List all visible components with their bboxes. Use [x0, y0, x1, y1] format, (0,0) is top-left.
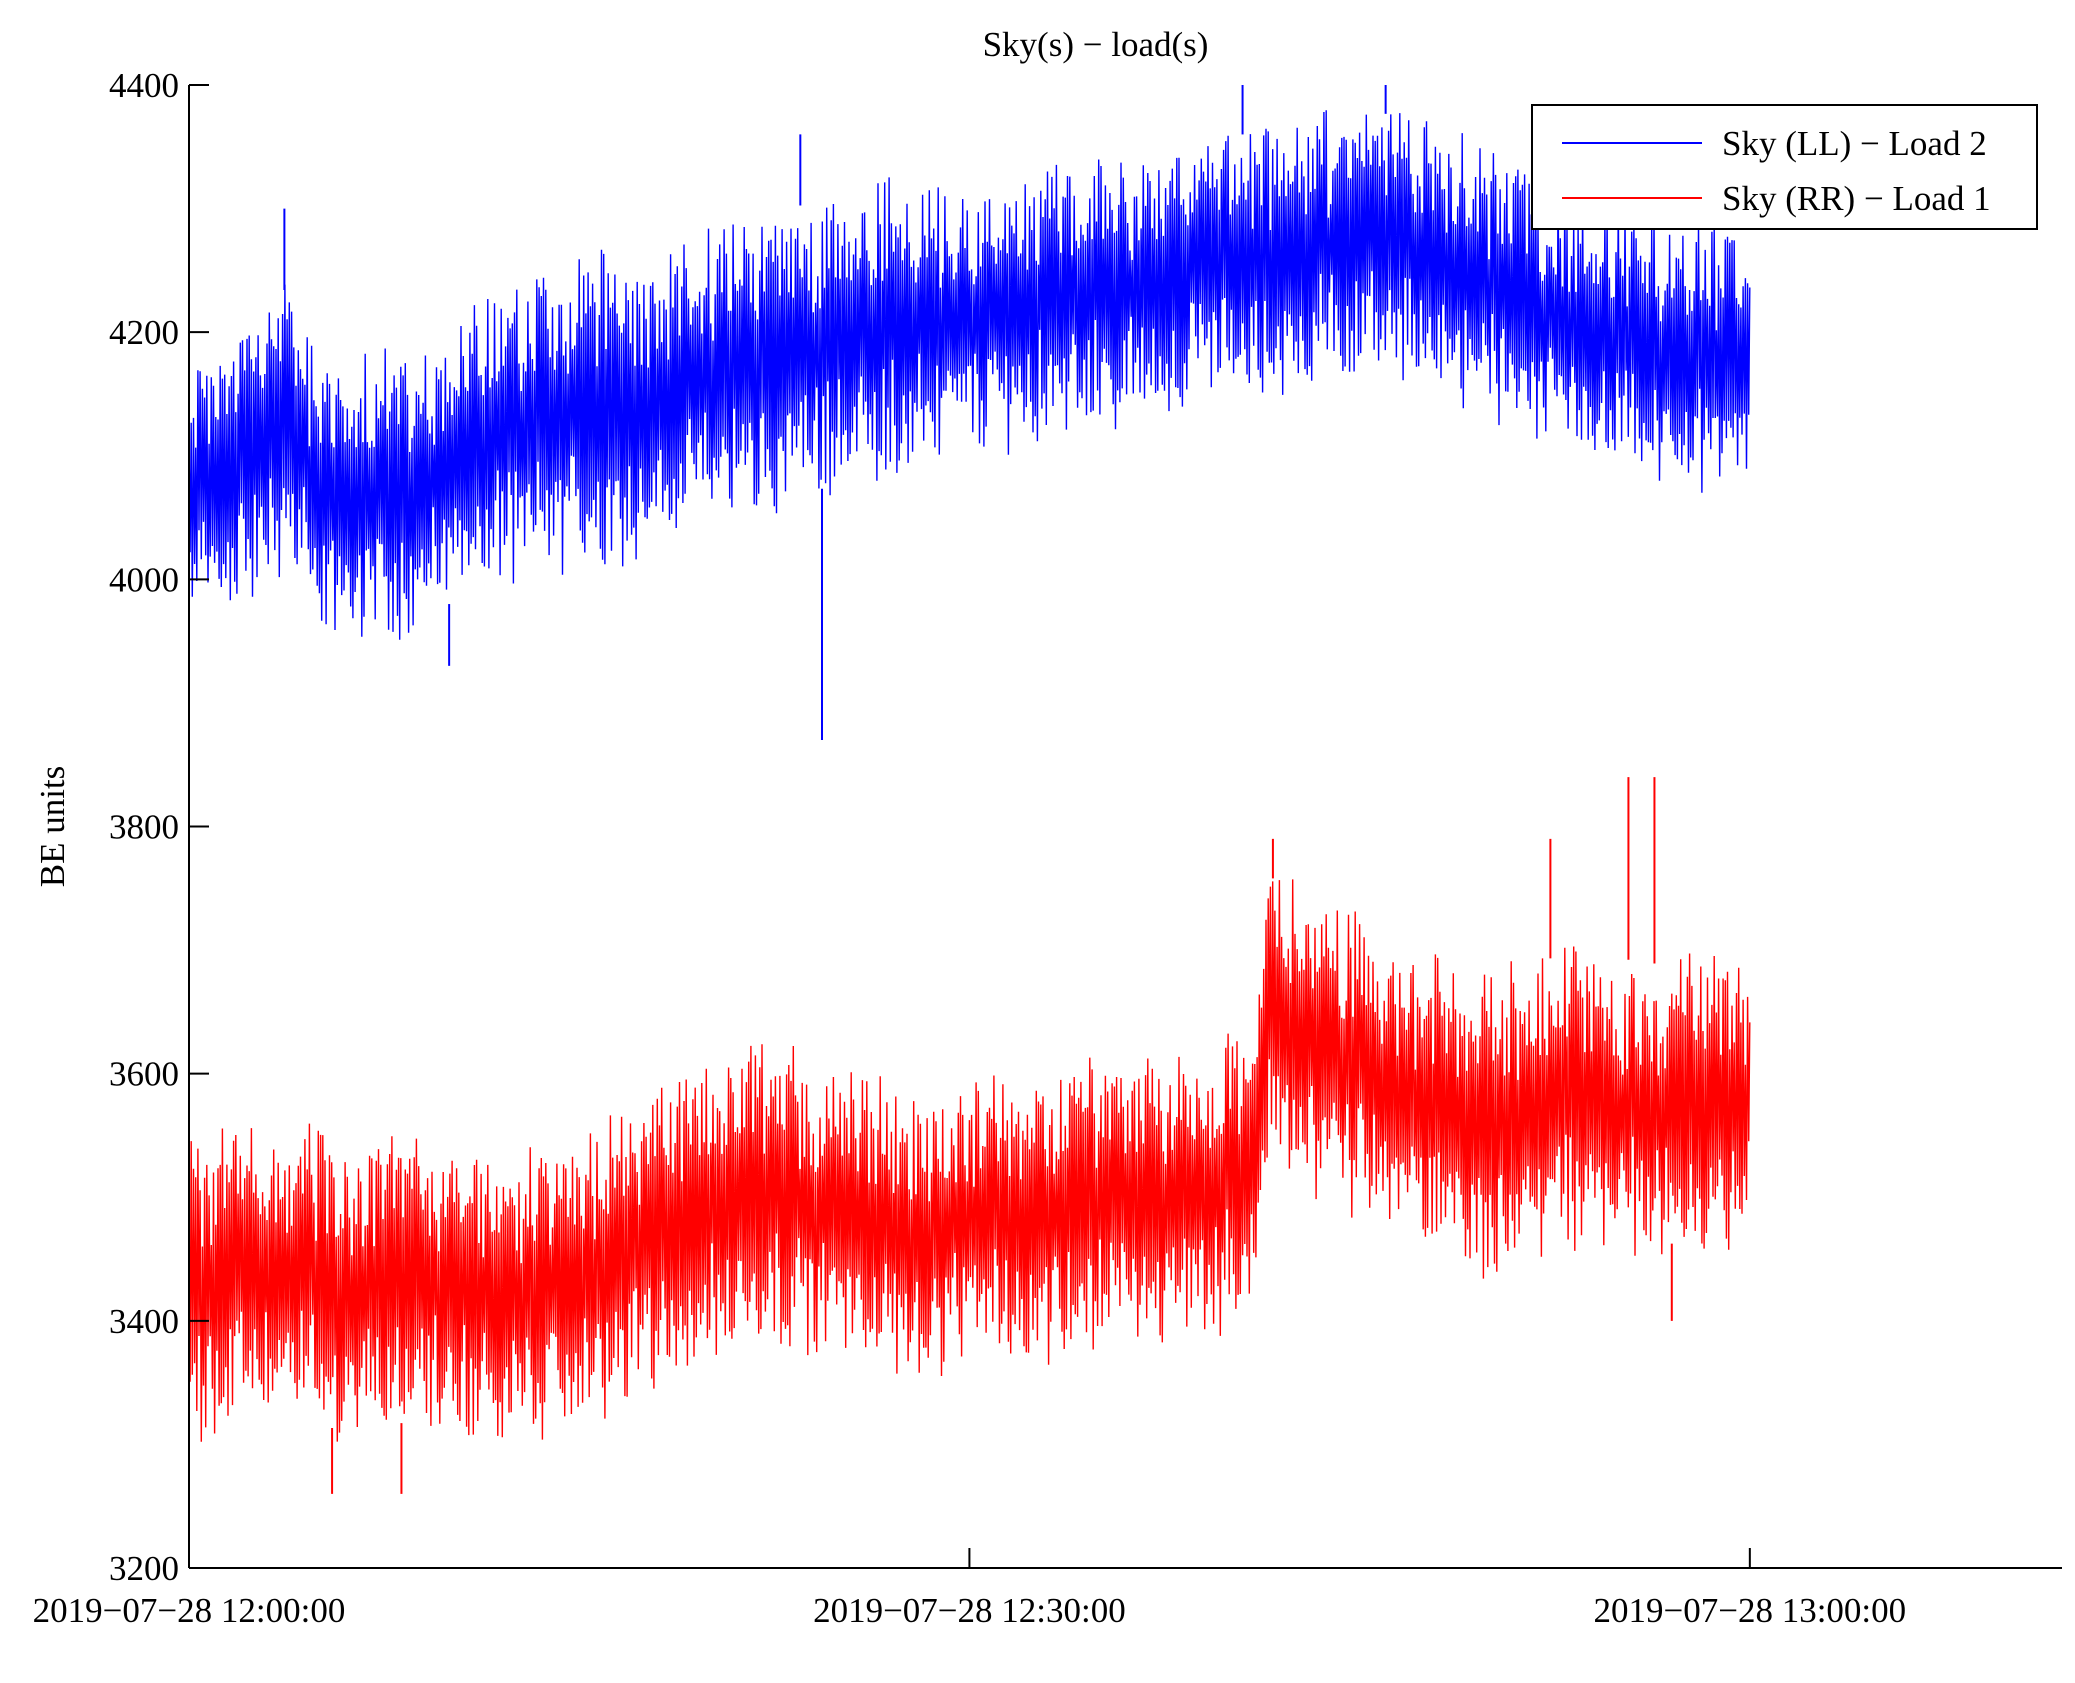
axes: 3200 3400 3600 3800 4000 4200 4400 2019−07−28 … — [33, 66, 2062, 1630]
y-tick-label: 3600 — [109, 1055, 179, 1094]
legend-label: Sky (LL) − Load 2 — [1722, 124, 1987, 163]
legend-box — [1531, 104, 2038, 230]
y-tick-label: 3800 — [109, 808, 179, 847]
y-tick-label: 3400 — [109, 1302, 179, 1341]
y-axis-label: BE units — [33, 766, 72, 888]
chart-title: Sky(s) − load(s) — [983, 25, 1209, 64]
x-tick-label: 2019−07−28 12:00:00 — [33, 1591, 346, 1630]
y-ticks: 3200 3400 3600 3800 4000 4200 4400 — [109, 66, 209, 1588]
legend: Sky (LL) − Load 2 Sky (RR) − Load 1 — [1531, 104, 2038, 230]
y-tick-label: 4000 — [109, 560, 179, 599]
plot-series-group — [188, 85, 1751, 1494]
legend-label: Sky (RR) − Load 1 — [1722, 179, 1991, 218]
y-tick-label: 3200 — [109, 1549, 179, 1588]
series-line-sky-ll-load-2 — [188, 110, 1751, 640]
x-tick-label: 2019−07−28 13:00:00 — [1593, 1591, 1906, 1630]
series-line-sky-rr-load-1 — [188, 879, 1751, 1442]
legend-items: Sky (LL) − Load 2 Sky (RR) − Load 1 — [1562, 124, 1991, 218]
y-tick-label: 4400 — [109, 66, 179, 105]
x-ticks: 2019−07−28 12:00:00 2019−07−28 12:30:00 20… — [33, 1548, 1906, 1630]
x-tick-label: 2019−07−28 12:30:00 — [813, 1591, 1126, 1630]
y-tick-label: 4200 — [109, 313, 179, 352]
